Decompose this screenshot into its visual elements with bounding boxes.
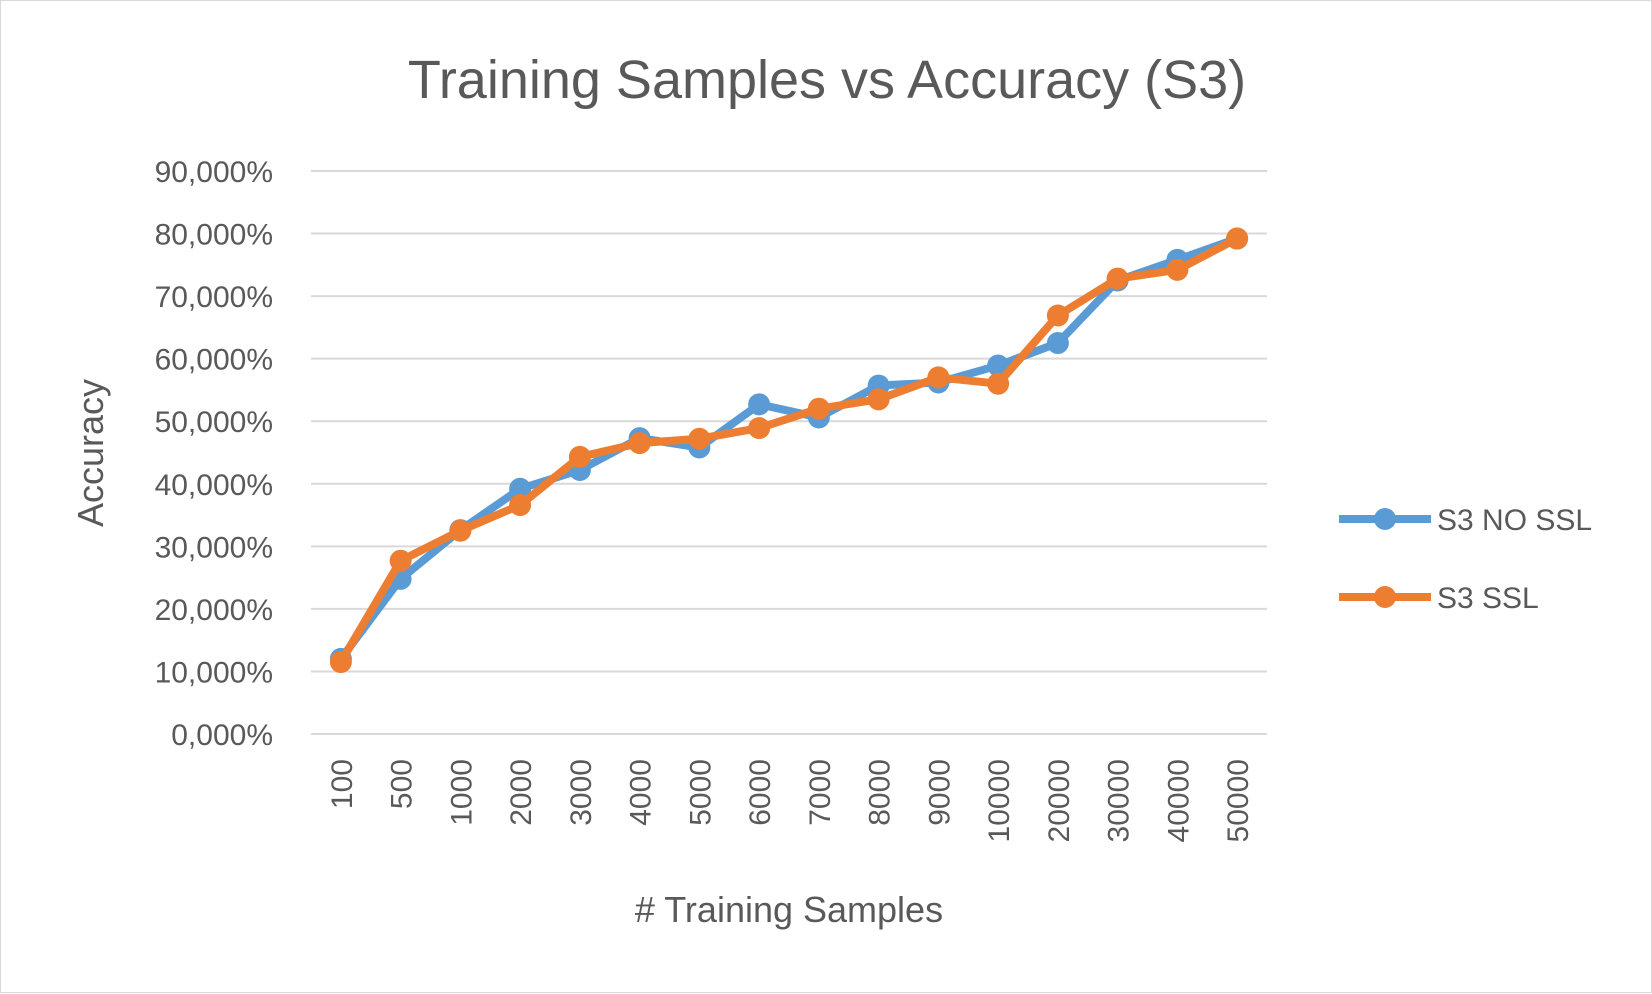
legend-swatch-marker	[1374, 508, 1396, 530]
data-point	[329, 651, 352, 674]
data-point	[1046, 304, 1069, 327]
data-point	[1166, 258, 1189, 281]
x-tick-label: 40000	[1162, 759, 1195, 842]
data-point	[389, 549, 412, 572]
x-tick-label: 4000	[625, 759, 658, 826]
data-point	[748, 417, 771, 440]
y-tick-label: 10,000%	[155, 656, 273, 689]
y-tick-label: 0,000%	[171, 719, 273, 752]
data-point	[1226, 227, 1249, 250]
x-tick-label: 8000	[864, 759, 897, 826]
series-line	[336, 234, 1242, 667]
data-point	[927, 366, 950, 389]
y-tick-label: 30,000%	[155, 531, 273, 564]
legend: S3 NO SSL S3 SSL	[1339, 504, 1592, 615]
grid-lines	[311, 170, 1267, 735]
series-group	[329, 227, 1249, 674]
legend-label: S3 NO SSL	[1437, 504, 1592, 537]
series-1	[329, 227, 1249, 670]
y-tick-label: 40,000%	[155, 469, 273, 502]
data-point	[1046, 332, 1069, 355]
data-point	[748, 393, 771, 416]
x-tick-label: 50000	[1222, 759, 1255, 842]
y-tick-labels: 0,000% 10,000% 20,000% 30,000% 40,000% 50,000…	[155, 156, 273, 752]
y-axis-title: Accuracy	[70, 379, 111, 527]
y-tick-label: 20,000%	[155, 594, 273, 627]
legend-label: S3 SSL	[1437, 582, 1539, 615]
x-tick-label: 20000	[1043, 759, 1076, 842]
x-tick-label: 3000	[565, 759, 598, 826]
legend-swatch-marker	[1374, 586, 1396, 608]
chart-title: Training Samples vs Accuracy (S3)	[408, 50, 1246, 110]
x-tick-label: 5000	[684, 759, 717, 826]
x-tick-label: 30000	[1103, 759, 1136, 842]
series-line	[336, 234, 1242, 663]
x-tick-label: 500	[386, 759, 419, 809]
y-tick-label: 90,000%	[155, 156, 273, 189]
x-axis-title: # Training Samples	[635, 889, 943, 930]
y-tick-label: 70,000%	[155, 281, 273, 314]
data-point	[509, 494, 532, 517]
data-point	[1106, 267, 1129, 290]
x-tick-labels: 100 500 1000 2000 3000 4000 5000 6000 7000 8000 90…	[326, 759, 1255, 842]
x-tick-label: 100	[326, 759, 359, 809]
x-tick-label: 9000	[923, 759, 956, 826]
series-2	[329, 227, 1249, 674]
data-point	[509, 477, 532, 500]
x-tick-label: 6000	[744, 759, 777, 826]
x-tick-label: 1000	[445, 759, 478, 826]
legend-item: S3 NO SSL	[1339, 504, 1592, 537]
data-point	[688, 427, 711, 450]
data-point	[987, 354, 1010, 377]
y-tick-label: 80,000%	[155, 219, 273, 252]
y-tick-label: 50,000%	[155, 406, 273, 439]
x-tick-label: 2000	[505, 759, 538, 826]
legend-item: S3 SSL	[1339, 582, 1539, 615]
data-point	[568, 445, 591, 468]
y-tick-label: 60,000%	[155, 344, 273, 377]
data-point	[449, 519, 472, 542]
data-point	[807, 397, 830, 420]
x-tick-label: 7000	[804, 759, 837, 826]
data-point	[628, 432, 651, 455]
data-point	[987, 372, 1010, 395]
x-tick-label: 10000	[983, 759, 1016, 842]
data-point	[867, 388, 890, 411]
